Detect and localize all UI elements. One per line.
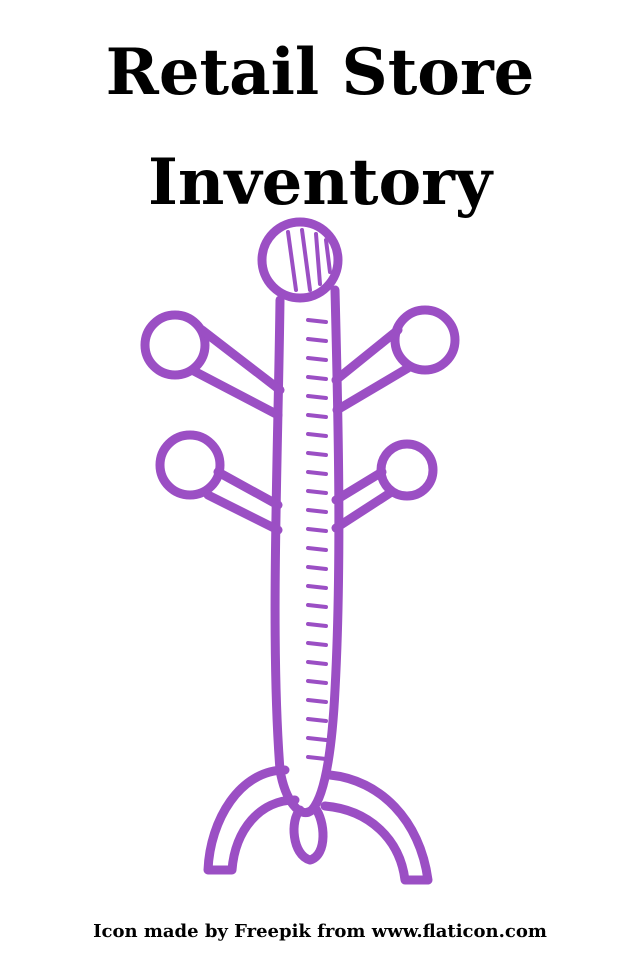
pole-hatch-mark [306,698,328,704]
pole-hatch-mark [306,470,328,476]
icon-attribution: Icon made by Freepik from www.flaticon.c… [93,921,547,942]
pole-hatch-mark [306,641,328,647]
pole-hatch-mark [306,660,328,666]
top-knob-hatch [286,228,332,292]
right-lower-arm [331,467,395,533]
base-right-leg [320,770,433,885]
left-lower-arm [203,467,283,535]
pole-hatching [306,318,328,761]
pole-hatch-mark [306,489,328,495]
pole-hatch-mark [306,508,328,514]
pole-hatch-mark [306,356,328,362]
pole-hatch-mark [306,717,328,723]
pole-hatch-mark [306,584,328,590]
title-line-2: Inventory [147,145,493,220]
left-lower-knob [155,430,225,500]
base-center-foot [289,803,328,865]
pole-hatch-mark [306,527,328,533]
right-upper-knob [390,305,460,375]
pole-hatch-mark [306,394,328,400]
right-lower-knob [376,439,438,501]
pole-hatch-mark [306,622,328,628]
pole-hatch-mark [306,337,328,343]
pole-hatch-mark [306,736,328,742]
coat-rack-icon [120,210,520,900]
base-left-leg [203,765,300,875]
top-knob [257,217,343,303]
page-title: Retail Store Inventory [0,18,640,238]
pole-hatch-mark [306,451,328,457]
title-line-1: Retail Store [105,35,535,110]
left-upper-arm [187,325,285,420]
pole-hatch-mark [306,413,328,419]
right-upper-arm [331,325,413,415]
pole-hatch-mark [306,375,328,381]
pole-hatch-mark [306,546,328,552]
pole-hatch-mark [306,679,328,685]
pole-hatch-mark [306,603,328,609]
pole-hatch-mark [306,565,328,571]
pole-hatch-mark [306,432,328,438]
pole-hatch-mark [306,318,328,324]
main-pole [270,285,344,817]
left-upper-knob [140,310,210,380]
pole-hatch-mark [306,755,328,761]
